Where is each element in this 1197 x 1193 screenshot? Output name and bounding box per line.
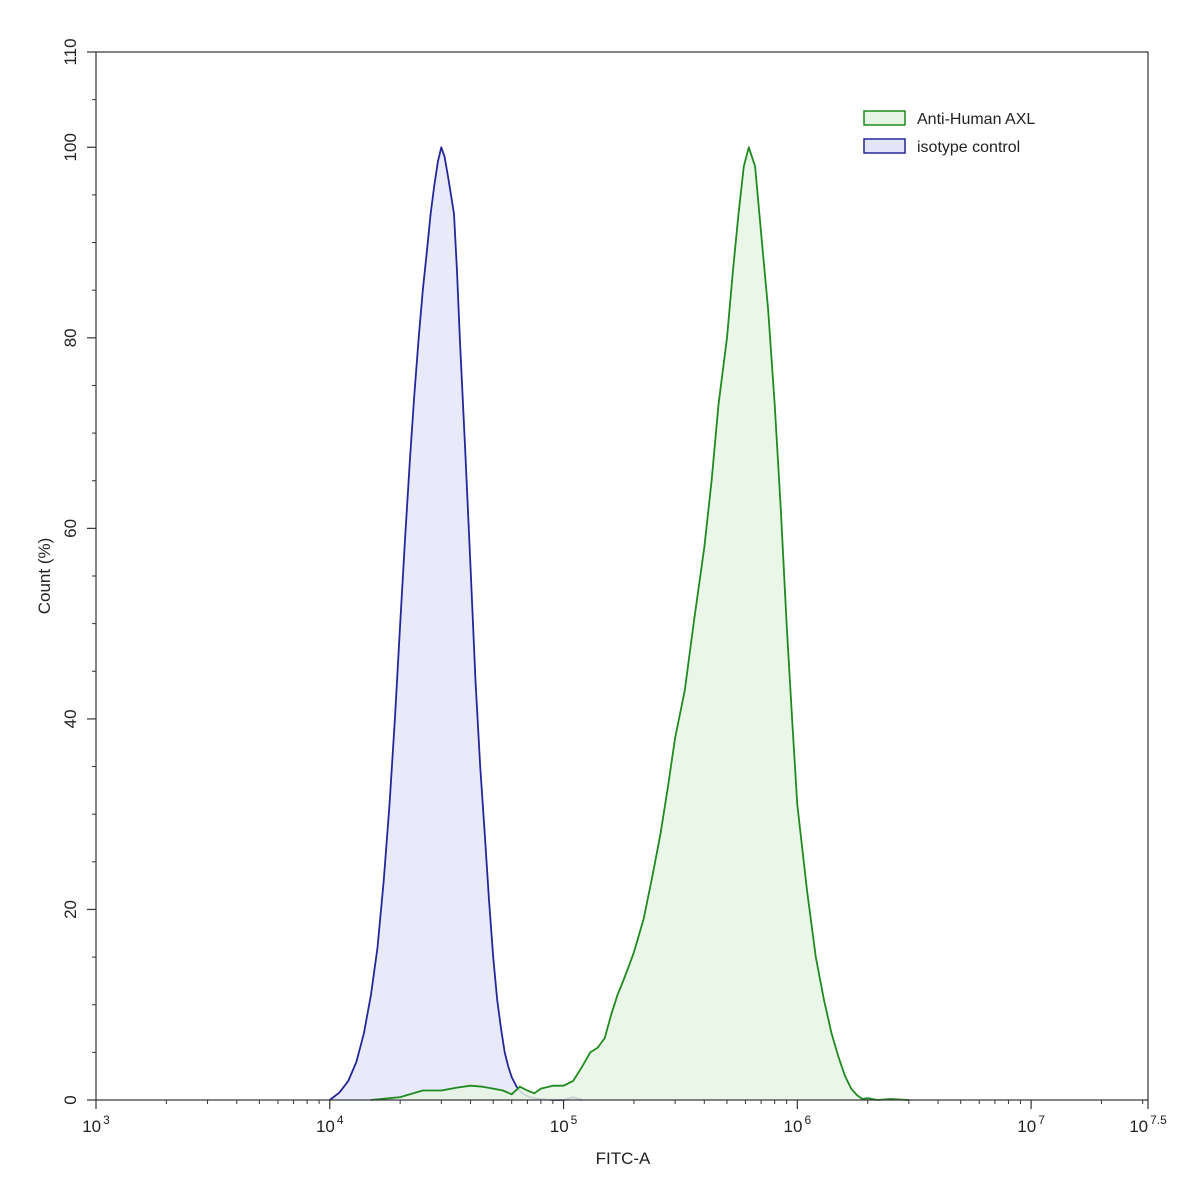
y-tick-label: 100 [61,133,80,161]
x-tick-label-exponent: 5 [571,1113,578,1127]
x-tick-label-exponent: 7 [1038,1113,1045,1127]
legend-label-anti-human-axl: Anti-Human AXL [917,111,1035,128]
x-tick-label: 10 6 [784,1113,812,1136]
y-tick-label: 60 [61,519,80,538]
x-tick-label: 10 7.5 [1129,1113,1167,1136]
series-layer [329,146,909,1101]
x-tick-label: 10 5 [550,1113,578,1136]
legend-swatch-isotype-control [863,138,906,154]
x-tick-label-exponent: 7.5 [1150,1113,1167,1127]
x-tick-label-base: 10 [1129,1117,1148,1136]
x-tick-label-base: 10 [82,1117,101,1136]
y-tick-label: 0 [61,1095,80,1104]
y-tick-label: 20 [61,900,80,919]
x-tick-label: 10 7 [1017,1113,1045,1136]
series-line-anti-human-axl [370,146,909,1101]
legend-label-isotype-control: isotype control [917,139,1020,156]
x-tick-label-exponent: 3 [103,1113,110,1127]
y-axis-title: Count (%) [35,538,54,615]
x-tick-label: 10 4 [316,1113,344,1136]
x-tick-label-exponent: 4 [337,1113,344,1127]
series-area-anti-human-axl [370,147,909,1101]
y-tick-label: 40 [61,709,80,728]
y-axis: 0 20 40 60 80 100 110 [61,38,96,1105]
x-tick-label-base: 10 [784,1117,803,1136]
x-axis: 10 3 10 4 10 5 10 6 10 7 10 7.5 [82,1100,1167,1136]
x-axis-title: FITC-A [596,1149,651,1168]
x-tick-label-exponent: 6 [804,1113,811,1127]
x-tick-label-base: 10 [316,1117,335,1136]
x-tick-label-base: 10 [550,1117,569,1136]
x-tick-label: 10 3 [82,1113,110,1136]
y-tick-label: 80 [61,328,80,347]
legend: Anti-Human AXL isotype control [863,110,1035,156]
plot-frame [95,51,1149,1101]
series-line-isotype-control [329,146,583,1101]
series-area-isotype-control [329,147,583,1101]
y-tick-label: 110 [61,38,80,65]
x-tick-label-base: 10 [1017,1117,1036,1136]
legend-swatch-anti-human-axl [863,110,906,126]
